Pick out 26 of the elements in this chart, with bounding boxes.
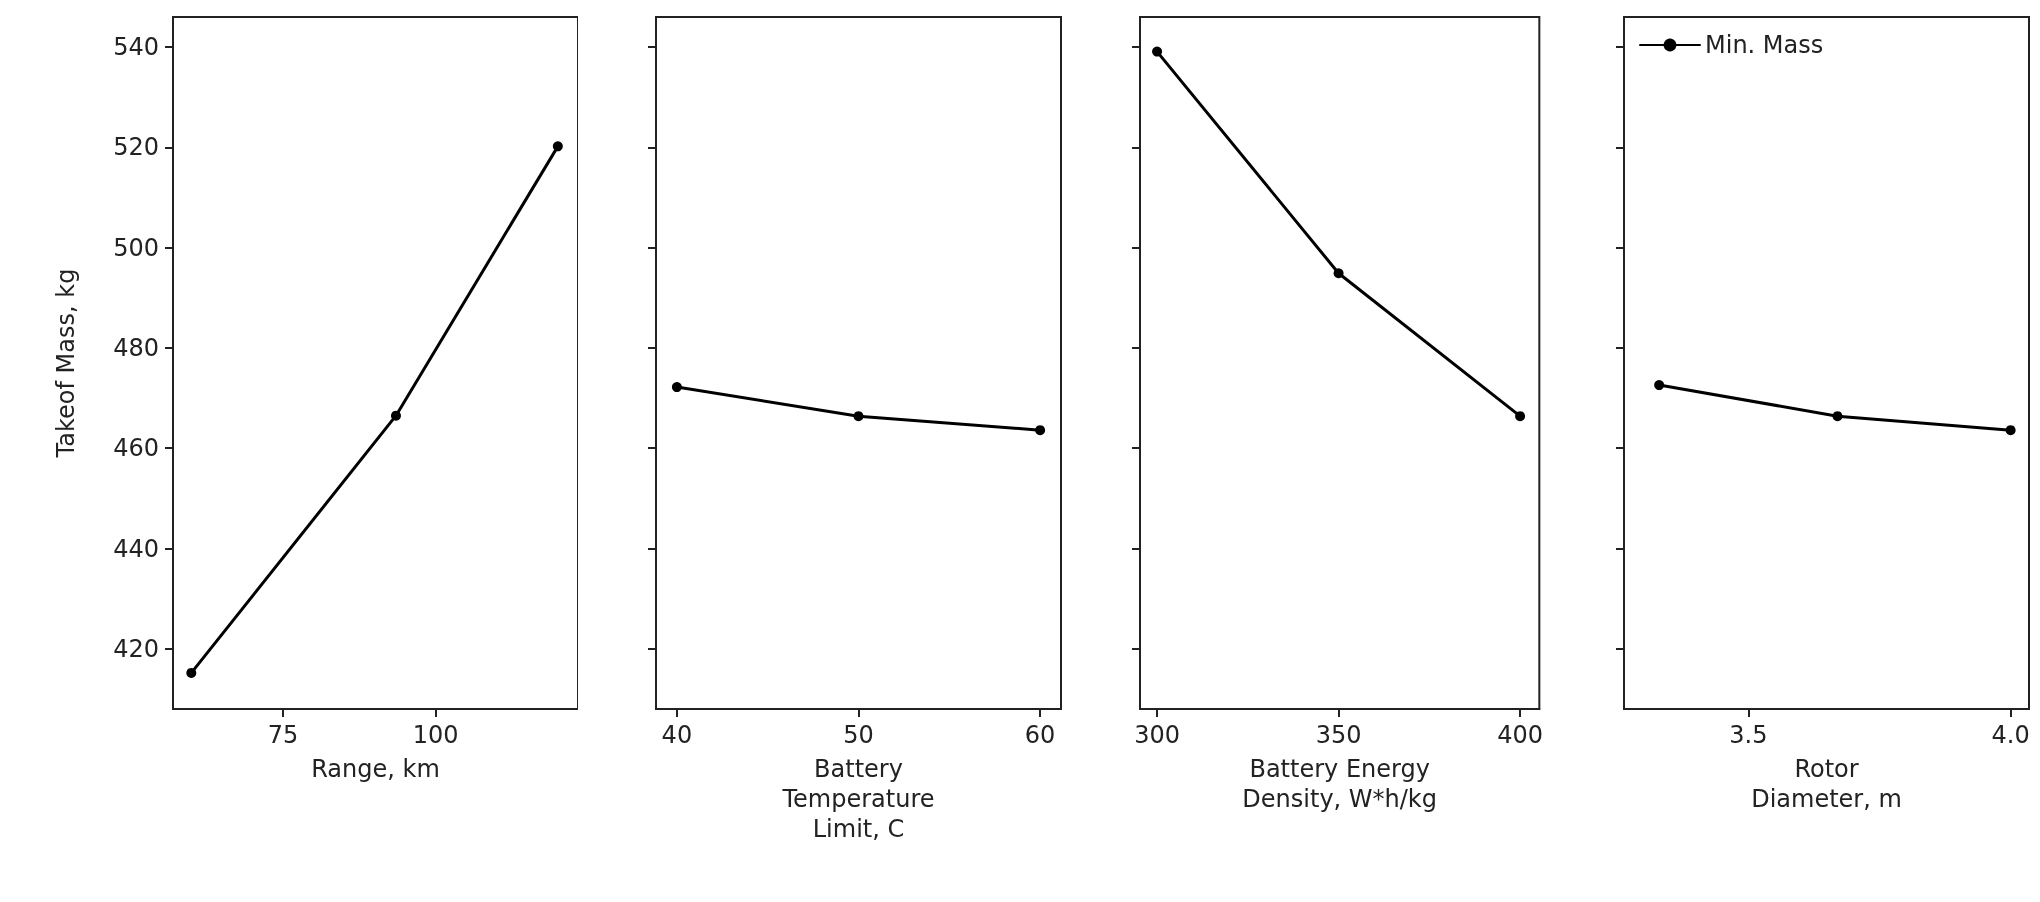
y-tick-label: 480	[113, 333, 159, 362]
x-tick-label: 4.0	[1991, 721, 2030, 749]
x-tick-label: 75	[267, 721, 299, 749]
y-tick-label: 460	[113, 434, 159, 463]
y-tick-label: 500	[113, 233, 159, 262]
legend-label: Min. Mass	[1705, 31, 1824, 59]
y-tick-label: 540	[113, 33, 159, 62]
y-tick-label: 520	[113, 133, 159, 162]
x-axis-title: Range, km	[311, 755, 440, 783]
point	[390, 410, 401, 421]
x-tick-label: 3.5	[1729, 721, 1768, 749]
x-tick-label: 40	[661, 721, 693, 749]
y-tick-label: 440	[113, 534, 159, 563]
x-axis-title: Battery Energy Density, W*h/kg	[1242, 755, 1437, 813]
x-tick-label: 400	[1497, 721, 1543, 749]
x-axis-title: Battery Temperature Limit, C	[781, 755, 935, 843]
x-tick-label: 50	[843, 721, 874, 749]
y-axis-title: Takeof Mass, kg	[52, 268, 80, 459]
x-tick-label: 60	[1024, 721, 1056, 749]
x-axis-title: Rotor Diameter, m	[1751, 755, 1902, 813]
point	[186, 667, 197, 678]
x-tick-label: 100	[412, 721, 459, 749]
point	[552, 141, 563, 152]
y-tick-label: 420	[113, 634, 159, 663]
x-tick-label: 350	[1315, 721, 1362, 749]
x-tick-label: 300	[1134, 721, 1180, 749]
